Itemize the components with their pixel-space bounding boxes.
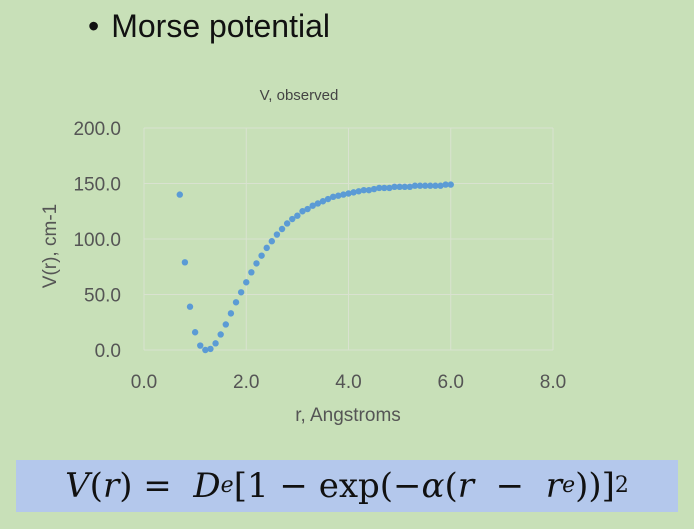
data-point [350, 189, 357, 196]
data-point [437, 182, 444, 189]
x-axis-label: r, Angstroms [295, 405, 401, 426]
data-point [197, 342, 204, 349]
scatter-chart: V, observed 0.0 50.0 100.0 150.0 200.0 0.0 2.… [40, 87, 566, 426]
data-point [324, 195, 332, 203]
data-point [386, 184, 393, 192]
data-point [314, 200, 322, 207]
data-point [289, 215, 296, 223]
y-tick-label: 0.0 [95, 341, 121, 362]
data-point [222, 321, 229, 328]
data-point [299, 208, 306, 215]
data-point [416, 182, 424, 189]
data-point [207, 345, 214, 353]
x-tick-label: 0.0 [131, 372, 157, 393]
data-point [365, 186, 373, 194]
data-point [345, 190, 352, 197]
y-tick-label: 50.0 [84, 286, 121, 307]
data-point [319, 198, 327, 205]
data-point [401, 183, 408, 191]
slide-title-text: Morse potential [111, 8, 330, 44]
data-point [283, 220, 291, 227]
y-axis-label: V(r), cm-1 [40, 204, 61, 288]
data-point [355, 188, 362, 195]
data-point [263, 244, 270, 252]
y-tick-label: 150.0 [73, 175, 121, 196]
data-point [248, 269, 255, 276]
data-point [181, 259, 189, 266]
bullet-icon: • [88, 8, 100, 44]
data-point [447, 181, 454, 188]
data-point [253, 260, 260, 267]
data-point [227, 310, 235, 317]
data-point [442, 181, 449, 188]
y-tick-label: 100.0 [73, 230, 121, 251]
data-point [217, 331, 224, 338]
data-point [232, 299, 240, 306]
x-axis-ticks: 0.0 2.0 4.0 6.0 8.0 [131, 372, 566, 393]
data-point [370, 185, 378, 193]
data-points [176, 181, 454, 354]
data-point [202, 346, 209, 354]
data-point [375, 184, 383, 192]
y-axis-ticks: 0.0 50.0 100.0 150.0 200.0 [73, 119, 121, 362]
data-point [186, 303, 194, 310]
x-tick-label: 4.0 [335, 372, 361, 393]
data-point [258, 252, 265, 259]
data-point [381, 184, 388, 192]
slide-title: • Morse potential [88, 8, 330, 45]
chart-title: V, observed [260, 87, 339, 104]
data-point [237, 289, 245, 296]
data-point [396, 183, 403, 191]
data-point [391, 183, 398, 191]
data-point [304, 205, 311, 213]
y-tick-label: 200.0 [73, 119, 121, 140]
data-point [406, 183, 414, 191]
data-point [411, 182, 419, 189]
chart-gridlines [143, 127, 554, 351]
x-tick-label: 2.0 [233, 372, 259, 393]
data-point [340, 191, 347, 198]
data-point [421, 182, 429, 189]
data-point [278, 225, 286, 233]
data-point [427, 182, 434, 189]
x-tick-label: 6.0 [438, 372, 464, 393]
data-point [329, 193, 337, 201]
data-point [335, 192, 342, 199]
data-point [273, 231, 281, 238]
data-point [212, 340, 219, 347]
x-tick-label: 8.0 [540, 372, 566, 393]
data-point [360, 186, 368, 194]
data-point [268, 238, 276, 245]
data-point [191, 329, 199, 336]
data-point [243, 279, 250, 286]
data-point [294, 212, 301, 219]
data-point [432, 182, 439, 189]
data-point [309, 202, 316, 209]
data-point [176, 191, 183, 198]
